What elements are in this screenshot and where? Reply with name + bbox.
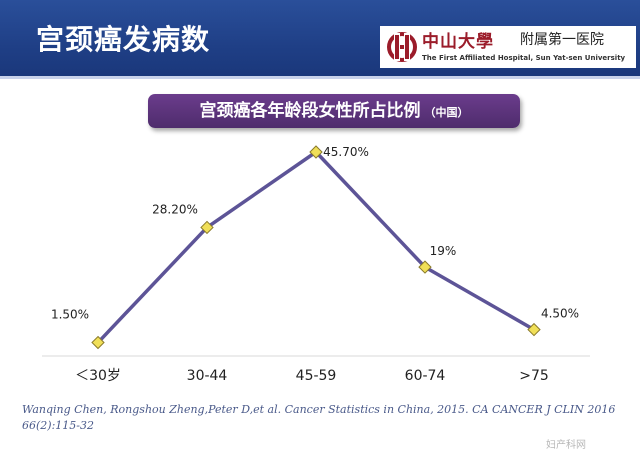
x-tick-label: >75 bbox=[519, 368, 549, 384]
x-tick-label: ＜30岁 bbox=[75, 368, 121, 384]
hospital-emblem-icon bbox=[387, 32, 417, 62]
logo-hospital-name: 附属第一医院 bbox=[520, 32, 604, 48]
data-label: 28.20% bbox=[152, 202, 198, 216]
logo-english-name: The First Affiliated Hospital, Sun Yat-s… bbox=[422, 54, 626, 62]
slide-header: 宫颈癌发病数 中山大學 附属第一医院 The First Affiliated … bbox=[0, 0, 640, 78]
data-point-marker bbox=[200, 220, 214, 235]
x-tick-label: 60-74 bbox=[405, 368, 446, 384]
logo-school-name: 中山大學 bbox=[422, 32, 494, 52]
data-label: 19% bbox=[430, 244, 457, 258]
chart-title-badge: 宫颈癌各年龄段女性所占比例 （中国） bbox=[148, 94, 520, 128]
x-tick-label: 30-44 bbox=[187, 368, 228, 384]
data-label: 1.50% bbox=[51, 308, 89, 322]
header-divider bbox=[0, 76, 640, 79]
chart-title-note: （中国） bbox=[424, 106, 469, 119]
series-line bbox=[96, 150, 535, 344]
data-point-marker bbox=[527, 322, 541, 337]
data-point-marker bbox=[91, 335, 105, 350]
data-label: 4.50% bbox=[541, 307, 579, 321]
data-point-marker bbox=[309, 145, 323, 159]
source-citation: Wanqing Chen, Rongshou Zheng,Peter D,et … bbox=[22, 403, 616, 432]
watermark: 妇产科网 bbox=[546, 440, 586, 450]
hospital-logo: 中山大學 附属第一医院 The First Affiliated Hospita… bbox=[380, 26, 636, 68]
data-label: 45.70% bbox=[323, 145, 369, 159]
chart-title: 宫颈癌各年龄段女性所占比例 bbox=[199, 101, 421, 121]
data-point-marker bbox=[418, 260, 432, 274]
x-tick-label: 45-59 bbox=[296, 368, 337, 384]
page-title: 宫颈癌发病数 bbox=[36, 23, 211, 56]
